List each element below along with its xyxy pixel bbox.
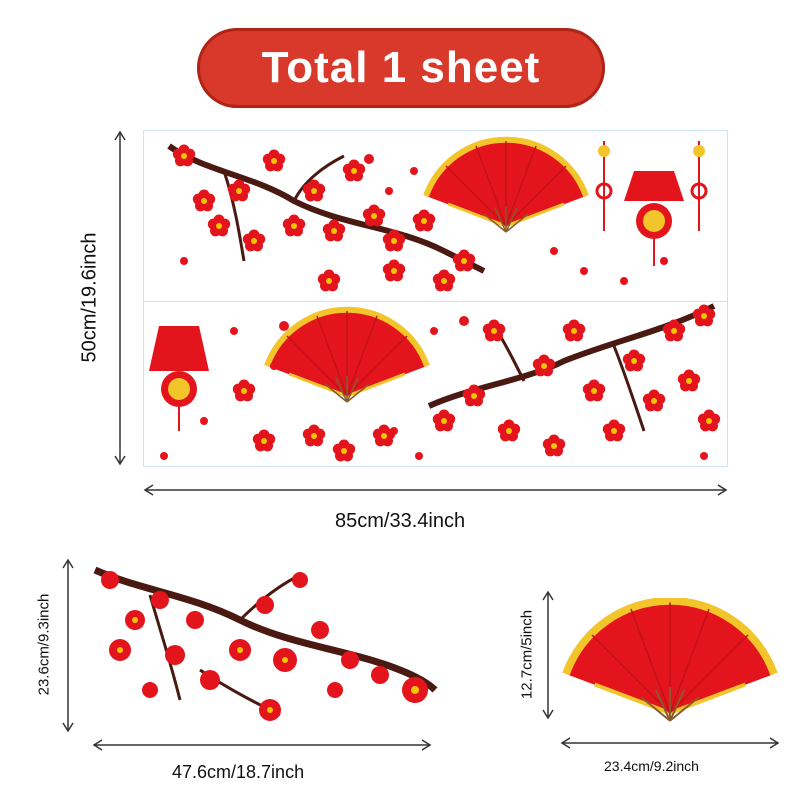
branch-width-arrow [92, 739, 432, 751]
fan-piece-artwork [562, 598, 778, 722]
branch-piece-artwork [93, 566, 438, 721]
chinese-knot-ornament-icon [149, 326, 209, 431]
fan-width-label: 23.4cm/9.2inch [604, 758, 699, 774]
branch-height-label: 23.6cm/9.3inch [35, 593, 53, 696]
folding-fan-icon [426, 140, 586, 232]
heart-petal-icon [160, 154, 708, 460]
title-banner: Total 1 sheet [197, 28, 605, 108]
sheet-height-label: 50cm/19.6inch [78, 232, 101, 363]
title-text: Total 1 sheet [261, 43, 541, 92]
plum-blossom-branch-icon [232, 303, 721, 462]
folding-fan-icon [562, 598, 778, 722]
sheet-divider [144, 301, 727, 302]
plum-blossom-branch-icon [167, 143, 486, 292]
folding-fan-icon [267, 310, 427, 402]
branch-width-label: 47.6cm/18.7inch [172, 762, 305, 782]
branch-height-arrow [62, 558, 74, 733]
sheet-width-arrow [143, 484, 728, 496]
plum-blossom-branch-icon [93, 566, 438, 721]
sheet-artwork [149, 131, 721, 462]
fan-height-label: 12.7cm/5inch [518, 609, 536, 700]
chinese-knot-ornament-icon [595, 141, 708, 266]
sheet-height-arrow [114, 130, 126, 466]
sheet-width-label: 85cm/33.4inch [335, 510, 466, 532]
sticker-sheet [143, 130, 728, 467]
fan-width-arrow [560, 737, 780, 749]
fan-height-arrow [542, 590, 554, 720]
